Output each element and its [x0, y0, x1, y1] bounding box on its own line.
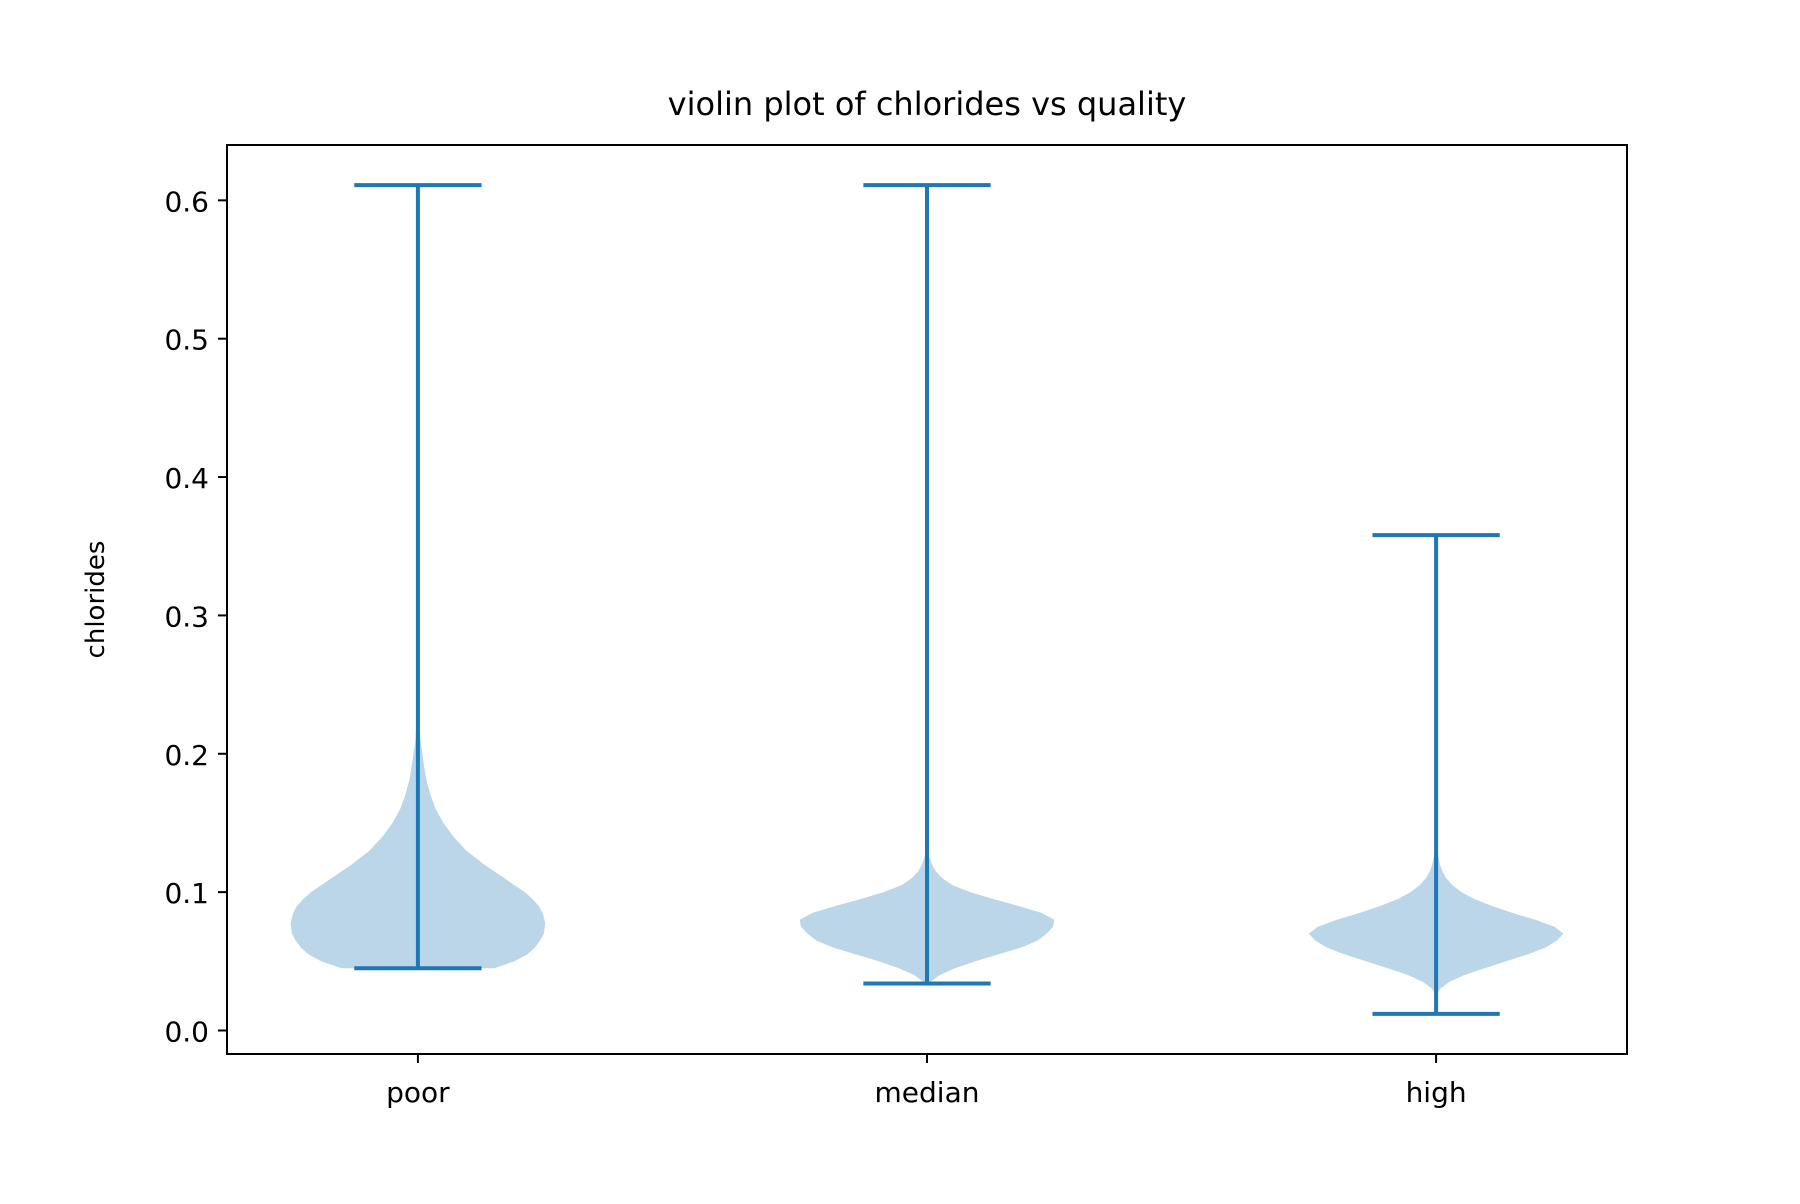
y-tick-label: 0.2	[164, 739, 209, 772]
x-tick-label: median	[875, 1076, 980, 1109]
x-tick-label: high	[1406, 1076, 1467, 1109]
x-tick-label: poor	[386, 1076, 450, 1109]
y-tick-label: 0.1	[164, 877, 209, 910]
chart-title: violin plot of chlorides vs quality	[668, 85, 1187, 123]
y-axis: 0.0 0.1 0.2 0.3 0.4 0.5 0.6	[164, 185, 227, 1048]
violin-lines	[354, 183, 1500, 1016]
y-tick-label: 0.3	[164, 600, 209, 633]
y-tick-label: 0.4	[164, 462, 209, 495]
plot-frame	[226, 144, 1628, 1055]
y-tick-label: 0.5	[164, 324, 209, 357]
y-axis-label: chlorides	[81, 541, 111, 659]
x-axis: poor median high	[386, 1054, 1467, 1109]
y-tick-label: 0.6	[164, 185, 209, 218]
y-tick-label: 0.0	[164, 1015, 209, 1048]
